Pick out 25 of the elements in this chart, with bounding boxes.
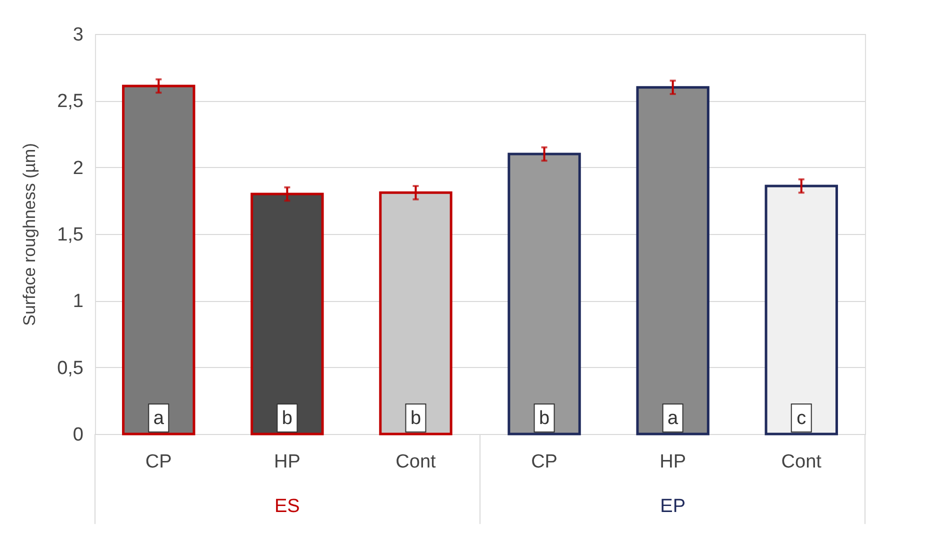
y-tick-label: 1,5: [57, 224, 84, 246]
data-label: a: [668, 408, 679, 429]
data-label: b: [282, 408, 292, 429]
x-tick-label: CP: [531, 452, 558, 472]
y-tick-label: 0,5: [57, 358, 84, 379]
x-tick-label: CP: [145, 452, 172, 472]
y-tick-label: 0: [72, 424, 84, 446]
x-tick-label: HP: [660, 452, 686, 472]
x-tick-label: HP: [274, 452, 300, 472]
y-tick-label: 1: [72, 291, 84, 312]
x-tick-label: Cont: [781, 452, 822, 472]
bar: [764, 184, 838, 436]
text: EP: [660, 496, 686, 517]
y-tick-label: 2,5: [57, 91, 84, 112]
x-tick-label: Cont: [396, 452, 437, 472]
y-tick-label: 3: [72, 24, 84, 46]
data-label: a: [153, 408, 164, 429]
bar: [508, 152, 581, 436]
y-axis-title: Surface roughness (µm): [20, 143, 40, 326]
y-tick-label: 2: [72, 158, 84, 179]
data-label: b: [538, 408, 550, 429]
bar: [636, 86, 710, 436]
data-label: b: [410, 408, 422, 429]
data-label: c: [796, 408, 806, 429]
text: ES: [274, 496, 300, 517]
